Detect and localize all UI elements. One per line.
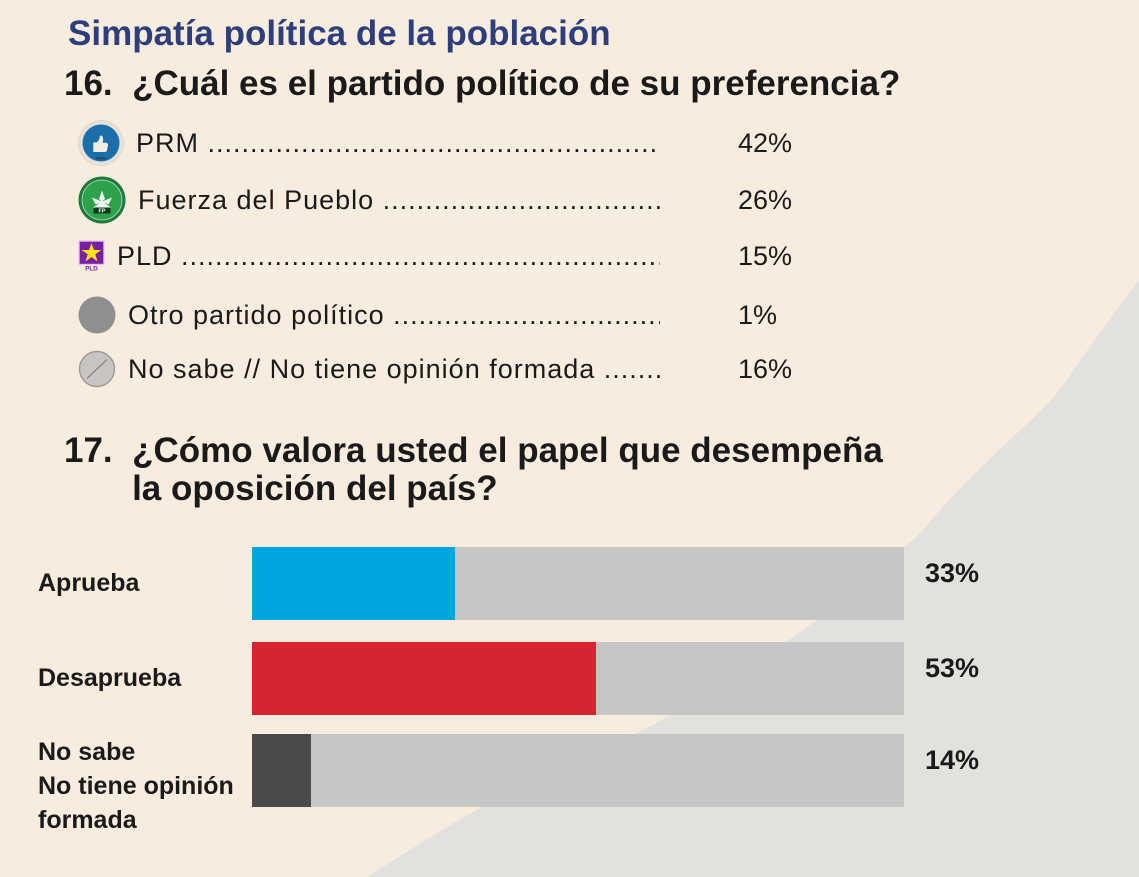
svg-text:PLD: PLD [85, 265, 98, 272]
svg-text:PRM: PRM [96, 156, 106, 161]
svg-text:FP: FP [99, 208, 106, 214]
